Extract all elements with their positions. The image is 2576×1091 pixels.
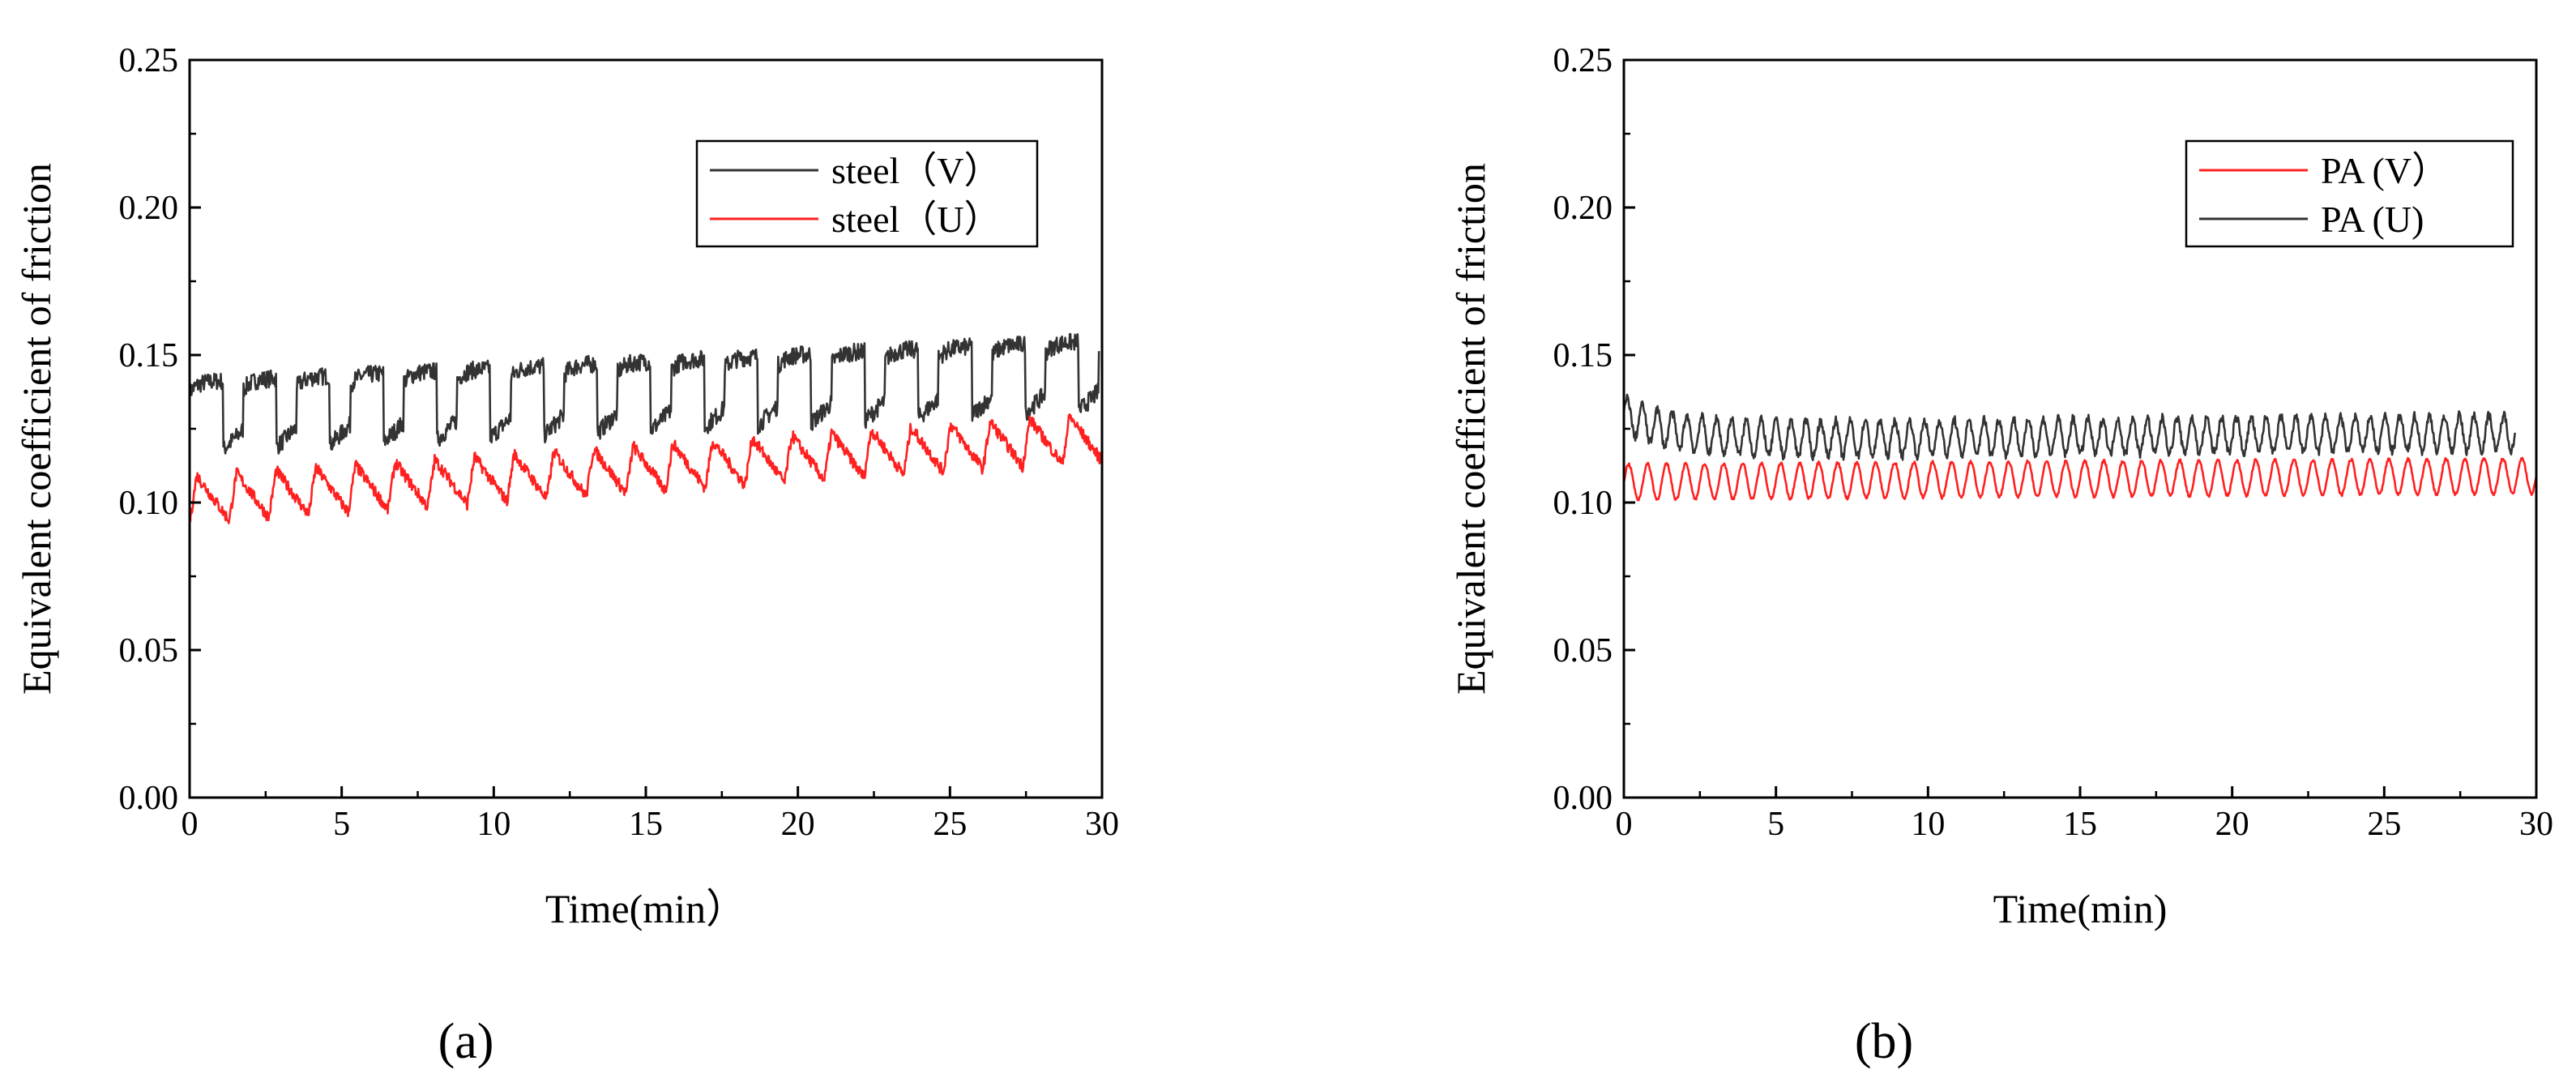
x-tick-label: 20 [2215,806,2249,843]
series-line-0-1 [189,413,1104,524]
panel-label: (a) [438,1014,494,1069]
legend-box [2185,139,2514,248]
x-tick-label: 25 [933,806,967,843]
y-tick-label: 0.20 [119,190,179,227]
y-tick-label: 0.00 [119,780,179,817]
x-tick-label: 25 [2367,806,2401,843]
legend-label-1: steel（U） [831,199,1002,240]
series-line-1-0 [1622,456,2538,502]
y-tick-label: 0.10 [1553,485,1613,522]
x-tick-label: 15 [629,806,663,843]
x-tick-label: 20 [781,806,815,843]
x-tick-label: 10 [1911,806,1945,843]
legend [2185,139,2514,248]
y-axis-label: Equivalent coefficient of friction [14,163,59,695]
y-tick-label: 0.15 [1553,337,1613,374]
x-tick-label: 30 [2519,806,2553,843]
legend-box [695,139,1039,248]
chart-panel-a [188,58,1104,799]
x-tick-label: 5 [1767,806,1784,843]
y-axis-label: Equivalent coefficient of friction [1448,163,1493,695]
legend-label-1: PA (U) [2321,199,2424,240]
x-tick-label: 15 [2063,806,2097,843]
y-tick-label: 0.20 [1553,190,1613,227]
series-line-1-1 [1622,393,2516,461]
series-line-0-0 [188,332,1100,455]
y-tick-label: 0.05 [1553,632,1613,670]
x-axis-label: Time(min） [545,886,746,931]
chart-panel-b [1622,58,2538,799]
legend-label-0: steel（V） [831,150,1002,191]
x-tick-label: 0 [182,806,199,843]
y-tick-label: 0.25 [119,42,179,79]
x-tick-label: 10 [476,806,511,843]
y-tick-label: 0.00 [1553,780,1613,817]
y-tick-label: 0.05 [119,632,179,670]
legend-label-0: PA (V） [2321,150,2449,191]
x-tick-label: 5 [333,806,350,843]
y-tick-label: 0.10 [119,485,179,522]
x-tick-label: 0 [1616,806,1633,843]
legend [695,139,1039,248]
panel-label: (b) [1855,1014,1913,1069]
x-tick-label: 30 [1085,806,1119,843]
x-axis-label: Time(min) [1993,886,2168,931]
y-tick-label: 0.25 [1553,42,1613,79]
y-tick-label: 0.15 [119,337,179,374]
